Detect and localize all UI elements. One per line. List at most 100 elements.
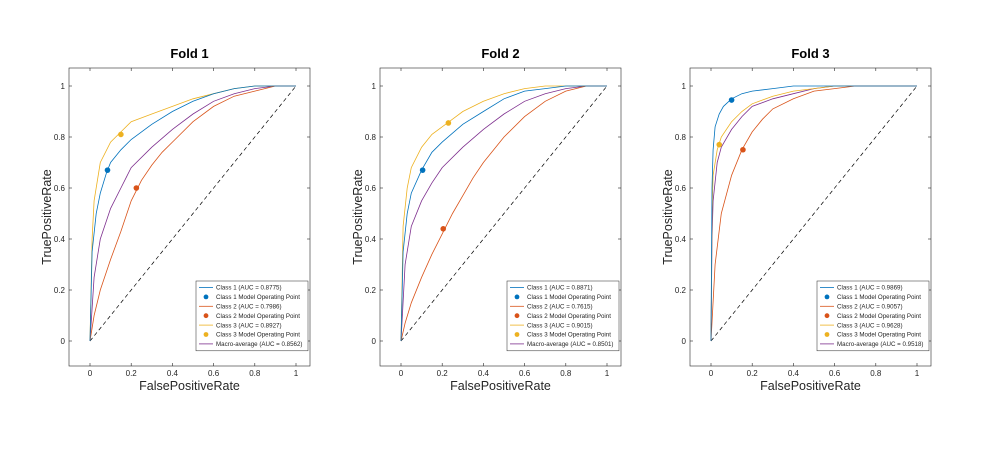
roc-curve-class-1 [400,85,607,342]
legend-entry: Class 1 Model Operating Point [837,294,921,301]
legend-marker [203,313,209,319]
y-axis-label: TruePositiveRate [661,169,675,264]
legend-marker [514,332,520,337]
x-tick-label: 1 [294,369,299,378]
legend-entry: Class 1 (AUC = 0.8871) [527,285,593,292]
roc-curve-class-2 [89,85,296,342]
x-tick-label: 0.8 [249,369,261,378]
x-axis-label: FalsePositiveRate [139,379,240,393]
roc-curve-macro-average [89,85,296,342]
x-tick-label: 0.4 [167,369,179,378]
legend-entry: Macro-average (AUC = 0.8501) [527,341,614,348]
x-tick-label: 0 [399,369,404,378]
y-tick-label: 0.2 [54,286,66,295]
chart-title: Fold 1 [170,46,208,61]
legend-entry: Class 2 Model Operating Point [527,313,611,320]
legend-entry: Class 2 (AUC = 0.7615) [527,304,593,311]
legend-entry: Class 3 (AUC = 0.9628) [837,322,903,329]
legend-entry: Macro-average (AUC = 0.9518) [837,341,924,348]
roc-panel-fold-1: 0 0.2 0.4 0.6 0.8 1 0 0.2 0.4 0.6 0.8 1 Fold 1 FalseP… [40,46,311,393]
y-tick-label: 1 [682,82,687,91]
class-1-model-operating-point [419,167,426,173]
legend-entry: Macro-average (AUC = 0.8562) [216,341,303,348]
legend-entry: Class 3 Model Operating Point [527,332,611,339]
legend: Class 1 (AUC = 0.8775) Class 1 Model Oper… [195,280,309,352]
x-tick-label: 0.2 [747,369,759,378]
y-axis-label: TruePositiveRate [40,169,54,264]
y-tick-label: 0.6 [365,184,377,193]
legend-box [195,280,309,352]
legend-entry: Class 1 Model Operating Point [527,294,611,301]
roc-curve-macro-average [400,85,607,342]
chance-diagonal [400,85,608,342]
class-1-model-operating-point [104,167,111,173]
y-tick-label: 0.4 [54,235,66,244]
x-tick-label: 0.6 [208,369,220,378]
class-3-model-operating-point [118,131,124,138]
y-tick-label: 0.8 [675,133,687,142]
x-axis-label: FalsePositiveRate [450,379,551,393]
y-tick-label: 0.6 [54,184,66,193]
class-2-model-operating-point [133,185,140,191]
class-3-model-operating-point [716,141,723,148]
y-tick-label: 0 [682,337,687,346]
class-3-model-operating-point [445,120,452,126]
legend-entry: Class 3 Model Operating Point [216,332,300,339]
y-axis-label: TruePositiveRate [351,169,365,264]
chance-diagonal [89,85,297,342]
x-tick-label: 0.8 [870,369,882,378]
legend-entry: Class 1 (AUC = 0.8775) [216,285,282,292]
y-tick-label: 0.2 [675,286,687,295]
chart-title: Fold 3 [791,46,829,61]
legend-box [816,280,930,352]
roc-curve-class-1 [710,85,917,342]
x-tick-label: 0.6 [829,369,841,378]
legend-marker [514,313,520,319]
legend-marker [203,332,209,337]
y-tick-label: 1 [372,82,377,91]
chart-title: Fold 2 [481,46,519,61]
legend-entry: Class 1 Model Operating Point [216,294,300,301]
legend-entry: Class 3 (AUC = 0.8927) [216,322,282,329]
x-tick-label: 0.8 [560,369,572,378]
legend-entry: Class 1 (AUC = 0.9869) [837,285,903,292]
x-tick-label: 0.2 [126,369,138,378]
y-tick-label: 0 [372,337,377,346]
class-2-model-operating-point [740,146,746,153]
legend-entry: Class 3 (AUC = 0.9015) [527,322,593,329]
x-axis-label: FalsePositiveRate [760,379,861,393]
legend-entry: Class 2 Model Operating Point [837,313,921,320]
legend-entry: Class 3 Model Operating Point [837,332,921,339]
x-tick-label: 0.2 [437,369,449,378]
x-tick-label: 1 [915,369,920,378]
x-tick-label: 0 [88,369,93,378]
y-tick-label: 0.8 [365,133,377,142]
x-tick-label: 0 [709,369,714,378]
legend: Class 1 (AUC = 0.8871) Class 1 Model Oper… [506,280,620,352]
legend-marker [824,332,830,337]
legend-marker [203,294,209,300]
legend-marker [514,294,520,300]
legend: Class 1 (AUC = 0.9869) Class 1 Model Oper… [816,280,930,352]
roc-curve-class-2 [400,85,607,342]
y-tick-label: 0.4 [675,235,687,244]
legend-entry: Class 2 (AUC = 0.7986) [216,304,282,311]
legend-marker [824,294,830,300]
legend-entry: Class 2 (AUC = 0.9057) [837,304,903,311]
legend-entry: Class 2 Model Operating Point [216,313,300,320]
class-2-model-operating-point [440,226,447,232]
roc-curve-class-3 [710,85,917,342]
class-1-model-operating-point [728,97,735,103]
legend-marker [824,313,830,319]
x-tick-label: 0.4 [788,369,800,378]
x-tick-label: 1 [605,369,610,378]
x-tick-label: 0.6 [519,369,531,378]
y-tick-label: 0.6 [675,184,687,193]
y-tick-label: 0.4 [365,235,377,244]
roc-panel-fold-3: 0 0.2 0.4 0.6 0.8 1 0 0.2 0.4 0.6 0.8 1 Fold 3 FalseP… [661,46,932,393]
chance-diagonal [710,85,918,342]
y-tick-label: 0.8 [54,133,66,142]
y-tick-label: 1 [61,82,66,91]
roc-panel-fold-2: 0 0.2 0.4 0.6 0.8 1 0 0.2 0.4 0.6 0.8 1 Fold 2 FalseP… [351,46,622,393]
